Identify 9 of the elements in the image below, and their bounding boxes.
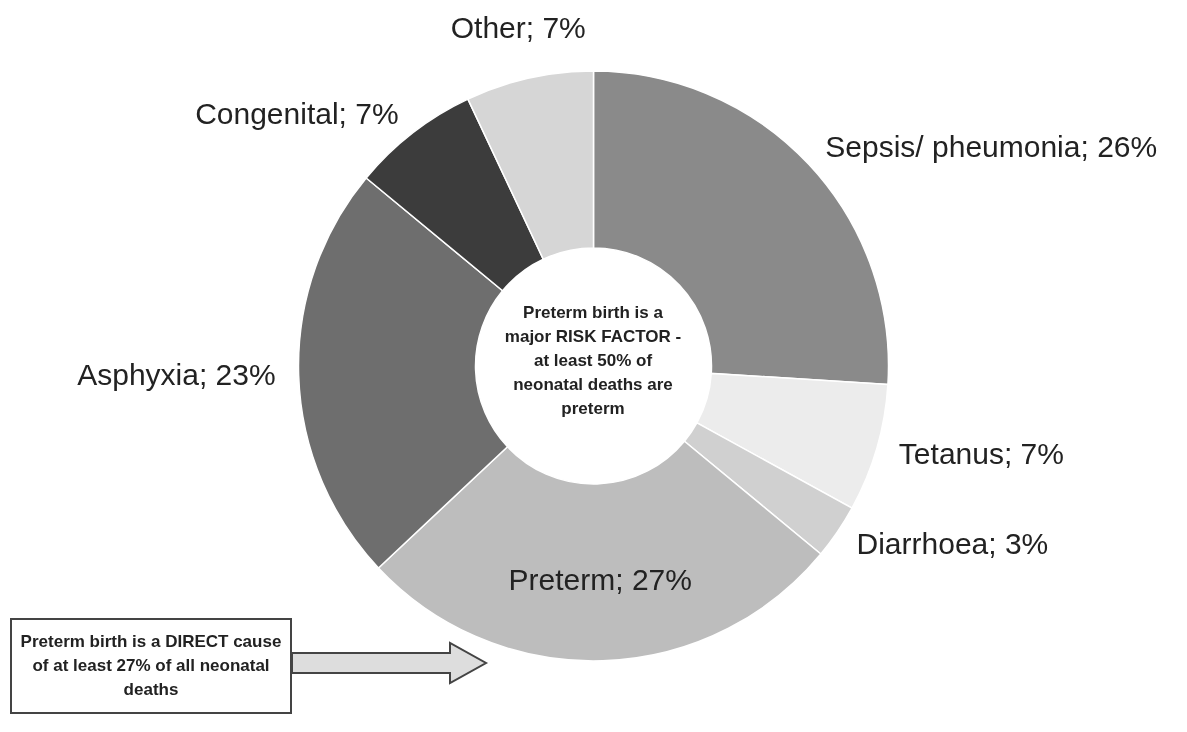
slice-label: Tetanus; 7%	[898, 436, 1064, 470]
text: Preterm birth is a DIRECT cause of at least 27% of all neonatal deaths	[10, 618, 292, 714]
slice-label: Other; 7%	[450, 11, 586, 45]
slice-label: Asphyxia; 23%	[77, 357, 276, 391]
slice-label: Preterm; 27%	[508, 562, 692, 596]
slice-label: Sepsis/ pheumonia; 26%	[825, 130, 1158, 164]
slice-label: Congenital; 7%	[195, 96, 399, 130]
text: Preterm birth is a major RISK FACTOR - at least 50% of neonatal deaths are preterm	[503, 302, 683, 420]
slice-label: Diarrhoea; 3%	[856, 526, 1049, 560]
